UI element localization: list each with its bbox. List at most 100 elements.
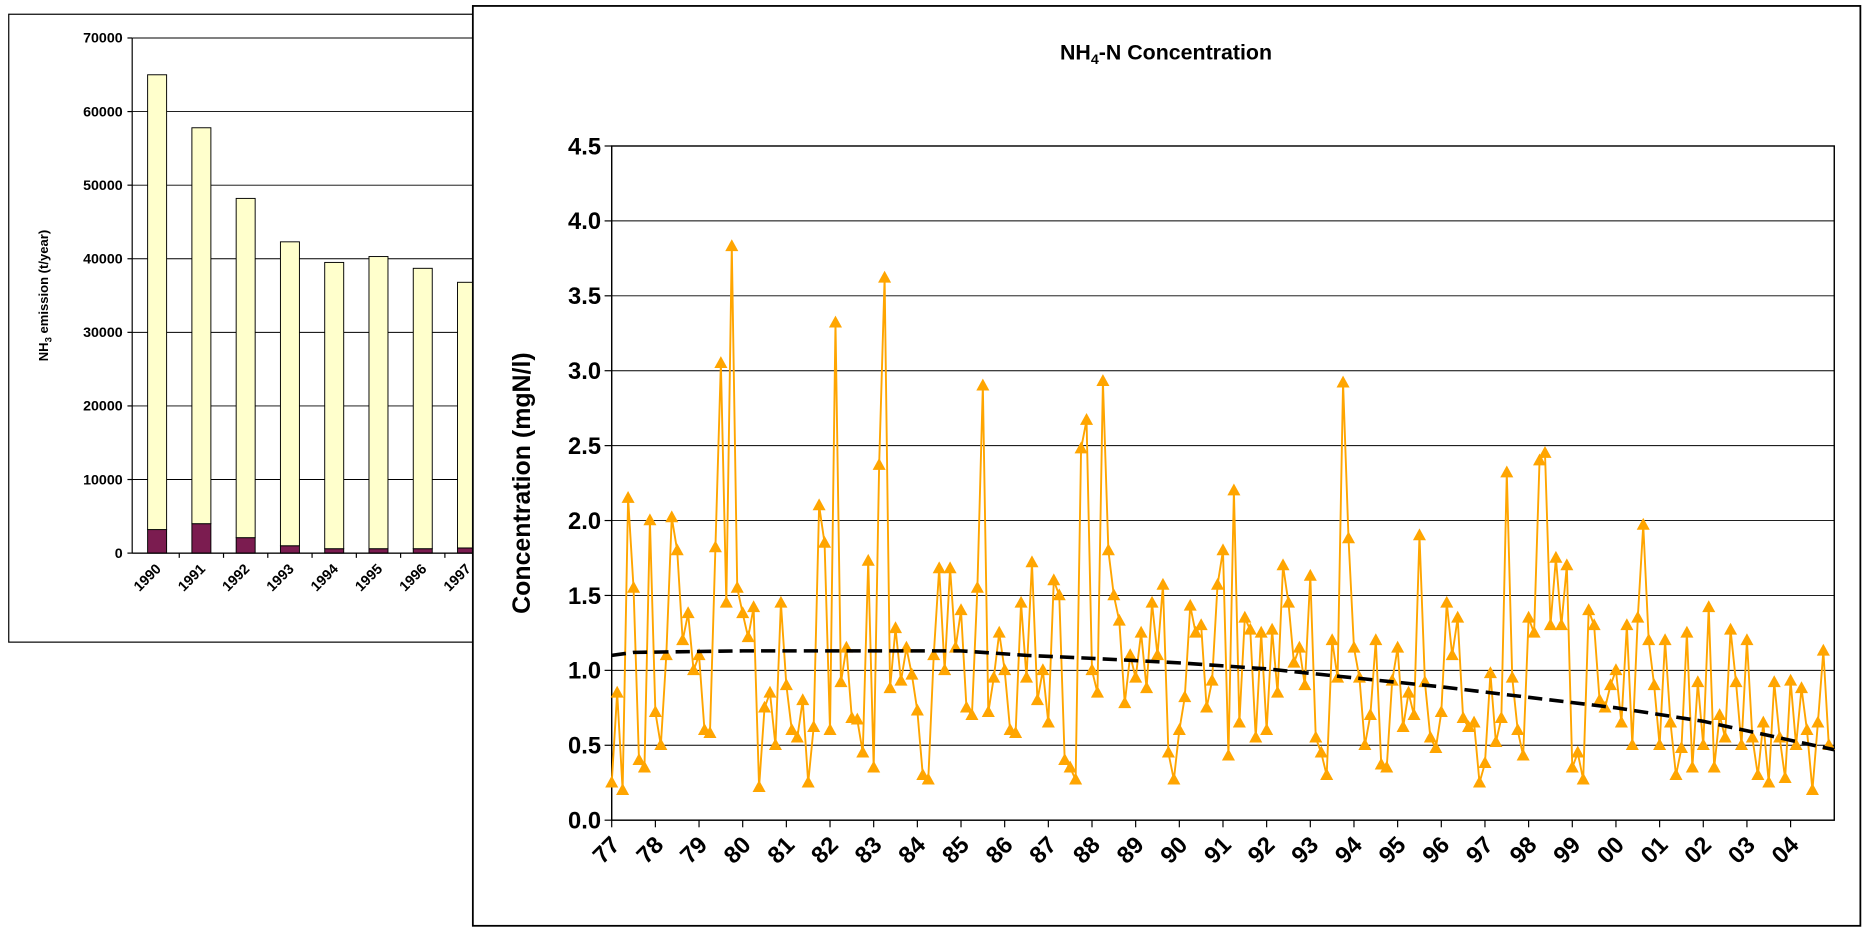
data-point bbox=[1243, 622, 1257, 635]
data-point bbox=[1467, 715, 1481, 728]
data-point bbox=[659, 648, 673, 661]
data-point bbox=[1784, 673, 1798, 686]
y-axis-label: NH3 emission (t/year) bbox=[36, 230, 55, 361]
series-line bbox=[610, 246, 1830, 791]
data-point bbox=[1036, 663, 1050, 676]
data-point bbox=[1631, 610, 1645, 623]
data-point bbox=[1653, 738, 1667, 751]
bar-segment bbox=[412, 267, 433, 550]
data-point bbox=[1423, 730, 1437, 743]
data-point bbox=[894, 673, 908, 686]
data-point bbox=[992, 625, 1006, 638]
data-point bbox=[774, 595, 788, 608]
data-point bbox=[1320, 768, 1334, 780]
data-point bbox=[1396, 720, 1410, 733]
data-point bbox=[861, 553, 875, 566]
data-point bbox=[812, 498, 826, 511]
data-point bbox=[807, 720, 821, 733]
chart-title-part: -N Concentration bbox=[1099, 40, 1272, 64]
data-point bbox=[610, 685, 624, 698]
data-point bbox=[1625, 738, 1639, 751]
data-point bbox=[1800, 723, 1814, 736]
data-point bbox=[1762, 775, 1776, 788]
data-point bbox=[1009, 726, 1023, 739]
data-point bbox=[681, 606, 695, 619]
data-point bbox=[1576, 772, 1590, 785]
y-tick-label: 3.5 bbox=[568, 284, 601, 310]
data-point bbox=[1347, 640, 1361, 653]
data-point bbox=[1729, 675, 1743, 688]
bar-segment bbox=[324, 548, 345, 554]
data-point bbox=[1249, 730, 1263, 743]
data-point bbox=[1156, 577, 1170, 590]
data-point bbox=[1440, 595, 1454, 608]
data-point bbox=[1325, 633, 1339, 646]
bar-segment bbox=[324, 261, 345, 550]
data-point bbox=[1090, 685, 1104, 698]
bar-segment bbox=[235, 537, 256, 554]
bar-segment bbox=[412, 548, 433, 554]
data-point bbox=[790, 730, 804, 743]
data-point bbox=[1478, 756, 1492, 768]
data-point bbox=[1445, 648, 1459, 661]
data-point bbox=[621, 490, 635, 503]
data-point bbox=[1391, 640, 1405, 653]
data-point bbox=[1603, 678, 1618, 691]
data-point bbox=[932, 561, 946, 574]
y-axis-label: Concentration (mgN/l) bbox=[508, 352, 536, 614]
data-point bbox=[1407, 708, 1421, 721]
y-tick-label: 10000 bbox=[83, 472, 123, 488]
data-point bbox=[850, 712, 864, 725]
y-tick-label: 3.0 bbox=[568, 359, 601, 385]
data-point bbox=[654, 738, 668, 751]
data-point bbox=[763, 685, 777, 698]
y-tick-label: 1.0 bbox=[568, 659, 601, 685]
y-tick-label: 0.0 bbox=[568, 808, 601, 834]
data-point bbox=[1669, 768, 1683, 780]
y-tick-label: 50000 bbox=[83, 178, 123, 194]
data-point bbox=[878, 270, 892, 283]
data-point bbox=[1112, 613, 1126, 626]
data-point bbox=[943, 561, 957, 574]
data-point bbox=[1205, 673, 1219, 686]
data-point bbox=[1281, 595, 1296, 608]
data-point bbox=[1647, 678, 1661, 691]
data-point bbox=[976, 378, 990, 391]
bar-segment bbox=[279, 545, 300, 554]
data-point bbox=[1609, 663, 1623, 676]
data-point bbox=[959, 700, 973, 713]
data-point bbox=[1303, 568, 1317, 581]
data-point bbox=[1030, 693, 1044, 706]
data-point bbox=[1063, 760, 1077, 773]
data-point bbox=[1489, 735, 1503, 748]
y-axis-label-part: emission (t/year) bbox=[36, 230, 51, 337]
bar-segment bbox=[279, 241, 300, 547]
data-point bbox=[1140, 681, 1154, 694]
bar-chart: 0 10000 20000 30000 40000 50000 60000 70000 NH3 … bbox=[8, 13, 511, 643]
data-point bbox=[1587, 618, 1601, 631]
data-point bbox=[1254, 625, 1268, 638]
data-point bbox=[1107, 588, 1121, 601]
data-point bbox=[637, 760, 651, 773]
data-point bbox=[965, 708, 979, 721]
data-point bbox=[1745, 730, 1759, 743]
data-point bbox=[1811, 715, 1825, 728]
data-point bbox=[883, 681, 897, 694]
data-point bbox=[987, 670, 1001, 683]
data-point bbox=[1041, 715, 1055, 728]
data-point bbox=[1620, 618, 1634, 631]
data-point bbox=[927, 648, 941, 661]
data-point bbox=[1789, 738, 1803, 751]
data-point bbox=[1336, 375, 1350, 388]
data-point bbox=[1085, 663, 1099, 676]
data-point bbox=[1232, 715, 1246, 728]
data-point bbox=[1194, 618, 1208, 631]
data-point bbox=[676, 633, 690, 646]
y-tick-label: 4.0 bbox=[568, 209, 601, 235]
bar-segment bbox=[191, 523, 212, 554]
data-point bbox=[725, 239, 739, 252]
data-point bbox=[1565, 760, 1579, 773]
data-point bbox=[692, 648, 706, 661]
data-point bbox=[670, 543, 684, 556]
